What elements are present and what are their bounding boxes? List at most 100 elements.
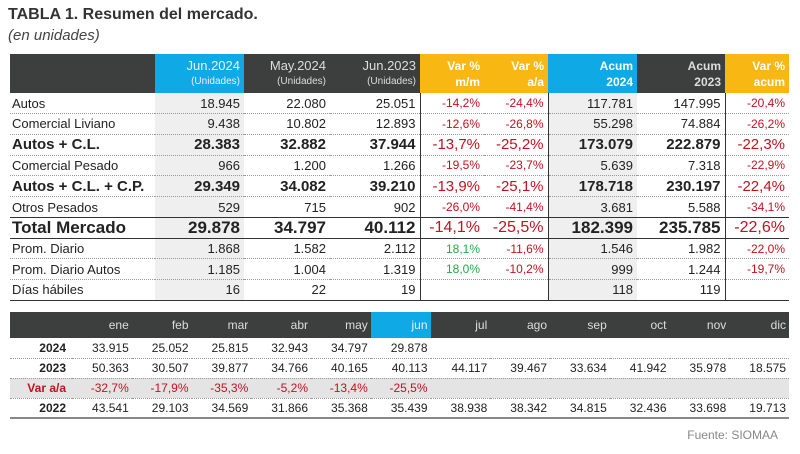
cell: [484, 279, 548, 301]
cell: 1.582: [244, 238, 330, 260]
cell: -35,3%: [191, 378, 252, 399]
header-line2: m/m: [455, 74, 480, 89]
header-line1: Var %: [447, 58, 480, 73]
cell: 715: [244, 196, 330, 218]
cell: 44.117: [430, 358, 491, 379]
cell: 35.368: [311, 398, 371, 419]
cell: 33.634: [550, 358, 610, 379]
cell: 29.878: [370, 338, 431, 359]
cell: 29.878: [155, 216, 244, 239]
row-label: Total Mercado: [10, 216, 155, 239]
cell: -19,7%: [724, 258, 789, 281]
cell: 117.781: [547, 93, 637, 115]
month-header: dic: [729, 312, 789, 338]
row-label: Prom. Diario Autos: [10, 258, 155, 281]
cell: -19,5%: [419, 155, 484, 177]
cell: 1.185: [155, 258, 244, 281]
column-header: Jun.2024 (Unidades): [155, 54, 244, 93]
cell: 39.877: [191, 358, 252, 379]
cell: 22.080: [244, 93, 330, 115]
cell: [609, 378, 670, 399]
header-line2: 2024: [606, 74, 633, 89]
month-header: ago: [490, 312, 550, 338]
month-header: sep: [550, 312, 610, 338]
header-line1: Var %: [511, 58, 544, 73]
cell: 529: [155, 196, 244, 218]
cell: -23,7%: [484, 155, 548, 177]
table-row: 2022 43.541 29.103 34.569 31.866 35.368 35.439…: [10, 398, 789, 419]
cell: [490, 378, 550, 399]
table-title: TABLA 1. Resumen del mercado.: [8, 6, 258, 23]
cell: 22: [244, 279, 330, 301]
cell: 34.569: [191, 398, 252, 419]
monthly-table: ene feb mar abr may jun jul ago sep oct nov dic 202…: [10, 312, 789, 419]
cell: 999: [547, 258, 637, 281]
cell: 40.112: [330, 216, 420, 239]
table-row: Comercial Pesado 966 1.200 1.266 -19,5% -23,7…: [10, 155, 789, 177]
header-line2: a/a: [527, 74, 544, 89]
table-row: 2023 50.363 30.507 39.877 34.766 40.165 40.113…: [10, 358, 789, 379]
cell: -26,2%: [724, 113, 789, 135]
cell: 25.815: [191, 338, 252, 359]
cell: 39.467: [490, 358, 550, 379]
table-row: Prom. Diario 1.868 1.582 2.112 18,1% -11,6% 1.…: [10, 238, 789, 260]
cell: 12.893: [330, 113, 420, 135]
cell: -25,2%: [484, 134, 548, 156]
cell: 74.884: [637, 113, 725, 135]
cell: 37.944: [330, 134, 420, 156]
cell: -34,1%: [724, 196, 789, 218]
cell: [729, 338, 789, 359]
cell: 147.995: [637, 93, 725, 115]
table-row: Autos + C.L. + C.P. 29.349 34.082 39.210 -13…: [10, 175, 789, 198]
source-note: Fuente: SIOMAA: [687, 428, 778, 442]
cell: -22,0%: [724, 238, 789, 260]
cell: -13,4%: [311, 378, 371, 399]
cell: 235.785: [637, 216, 725, 239]
cell: [490, 338, 550, 359]
month-header: nov: [669, 312, 730, 338]
row-label: Autos: [10, 93, 155, 115]
cell: 33.915: [72, 338, 132, 359]
month-header: may: [311, 312, 371, 338]
cell: 40.113: [370, 358, 431, 379]
table-row: Total Mercado 29.878 34.797 40.112 -14,1% -25…: [10, 216, 789, 239]
cell: -26,0%: [419, 196, 484, 218]
header-line1: May.2024: [269, 57, 326, 73]
month-header: mar: [191, 312, 252, 338]
cell: 32.943: [251, 338, 311, 359]
month-header: feb: [131, 312, 192, 338]
cell: 40.165: [311, 358, 371, 379]
cell: -11,6%: [484, 238, 548, 260]
cell: -24,4%: [484, 93, 548, 115]
cell: 16: [155, 279, 244, 301]
cell: 1.546: [547, 238, 637, 260]
cell: 55.298: [547, 113, 637, 135]
cell: 35.439: [370, 398, 431, 419]
column-header: [10, 312, 72, 338]
cell: -12,6%: [419, 113, 484, 135]
table-row: Autos 18.945 22.080 25.051 -14,2% -24,4% 117.7…: [10, 93, 789, 115]
cell: 182.399: [547, 216, 637, 239]
column-header: Var % acum: [725, 54, 789, 93]
row-label: 2022: [10, 398, 72, 419]
cell: 173.079: [547, 134, 637, 156]
column-header: [10, 54, 155, 93]
cell: 43.541: [72, 398, 132, 419]
cell: 31.866: [251, 398, 311, 419]
table-row: Autos + C.L. 28.383 32.882 37.944 -13,7% -25,…: [10, 134, 789, 156]
cell: 1.982: [637, 238, 725, 260]
cell: -41,4%: [484, 196, 548, 218]
header-line1: Acum: [599, 58, 633, 73]
cell: 29.103: [131, 398, 192, 419]
table-row: 2024 33.915 25.052 25.815 32.943 34.797 29.878: [10, 338, 789, 359]
cell: 7.318: [637, 155, 725, 177]
cell: 118: [547, 279, 637, 301]
cell: [669, 378, 730, 399]
cell: 19: [330, 279, 420, 301]
cell: -32,7%: [72, 378, 132, 399]
row-label: Autos + C.L.: [10, 134, 155, 156]
column-header: May.2024 (Unidades): [244, 54, 330, 93]
cell: -22,3%: [724, 134, 789, 156]
header-line1: Var %: [752, 58, 785, 73]
column-header: Var % m/m: [420, 54, 484, 93]
